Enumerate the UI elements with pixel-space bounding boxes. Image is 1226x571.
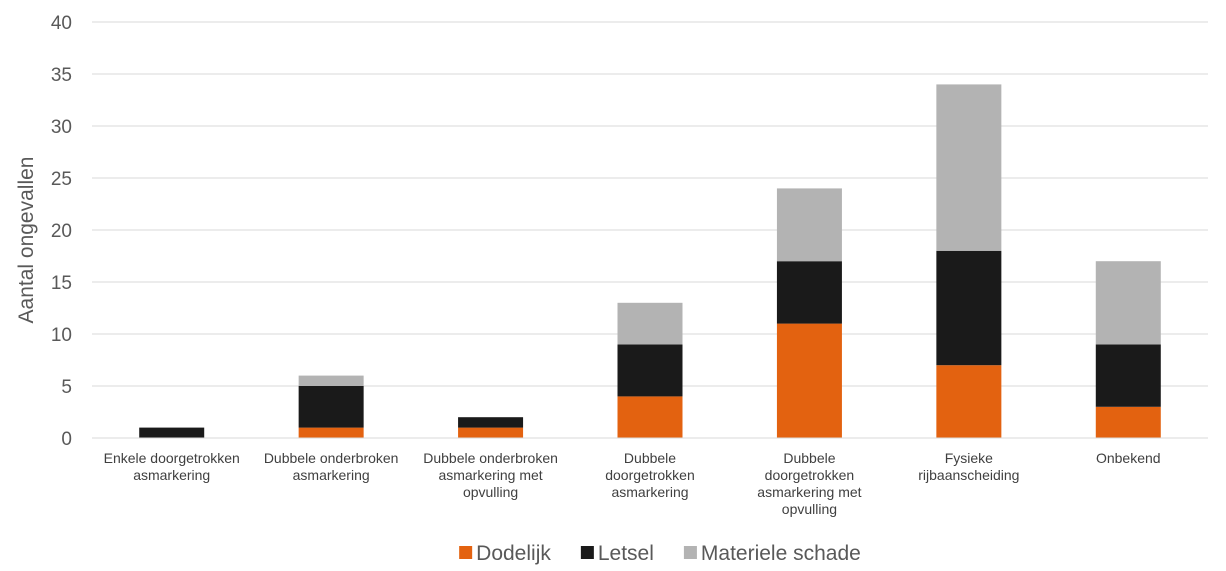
- legend-label: Materiele schade: [701, 542, 861, 565]
- bar-materiele-schade-5: [936, 84, 1002, 251]
- bar-letsel-2: [458, 417, 524, 428]
- bar-dodelijk-4: [776, 323, 842, 438]
- y-tick-label: 15: [51, 273, 72, 294]
- bar-materiele-schade-6: [1095, 261, 1161, 345]
- bar-dodelijk-6: [1095, 406, 1161, 438]
- x-tick-label: Dubbele onderbroken asmarkering met opvull…: [423, 450, 558, 500]
- y-tick-label: 5: [61, 377, 72, 398]
- bar-letsel-5: [936, 250, 1002, 366]
- y-axis-ticks: 0 5 10 15 20 25 30 35 40: [51, 13, 72, 450]
- bar-dodelijk-5: [936, 365, 1002, 438]
- legend-swatch: [459, 546, 473, 559]
- legend-item-dodelijk: Dodelijk: [459, 542, 551, 565]
- legend-swatch: [580, 546, 594, 559]
- y-tick-label: 25: [51, 169, 72, 190]
- bar-materiele-schade-1: [298, 375, 364, 386]
- y-axis-label: Aantal ongevallen: [15, 157, 38, 324]
- bar-dodelijk-1: [298, 427, 364, 438]
- x-tick-label: Dubbele doorgetrokken asmarkering: [605, 450, 695, 500]
- bar-materiele-schade-3: [617, 302, 683, 345]
- bar-letsel-0: [139, 427, 205, 438]
- legend-swatch: [683, 546, 697, 559]
- bar-dodelijk-2: [458, 427, 524, 438]
- legend-item-materiele-schade: Materiele schade: [683, 542, 861, 565]
- legend: Dodelijk Letsel Materiele schade: [459, 542, 861, 565]
- bar-letsel-6: [1095, 344, 1161, 407]
- y-tick-label: 20: [51, 221, 72, 242]
- bars: [139, 84, 1161, 438]
- x-axis-ticks: Enkele doorgetrokken asmarkering Dubbele o…: [104, 450, 1161, 517]
- y-tick-label: 40: [51, 13, 72, 34]
- x-tick-label: Fysieke rijbaanscheiding: [918, 450, 1019, 483]
- y-tick-label: 0: [61, 429, 72, 450]
- bar-materiele-schade-4: [776, 188, 842, 262]
- y-tick-label: 30: [51, 117, 72, 138]
- y-tick-label: 10: [51, 325, 72, 346]
- bar-letsel-3: [617, 344, 683, 397]
- gridlines: [92, 21, 1208, 387]
- x-tick-label: Dubbele onderbroken asmarkering: [264, 450, 399, 483]
- legend-label: Letsel: [598, 542, 654, 565]
- bar-dodelijk-3: [617, 396, 683, 438]
- bar-letsel-4: [776, 261, 842, 324]
- x-tick-label: Enkele doorgetrokken asmarkering: [104, 450, 240, 483]
- x-tick-label: Onbekend: [1096, 450, 1161, 466]
- legend-label: Dodelijk: [476, 542, 551, 565]
- bar-letsel-1: [298, 386, 364, 428]
- x-tick-label: Dubbele doorgetrokken asmarkering met opvul…: [757, 450, 861, 517]
- legend-item-letsel: Letsel: [580, 542, 654, 565]
- y-tick-label: 35: [51, 65, 72, 86]
